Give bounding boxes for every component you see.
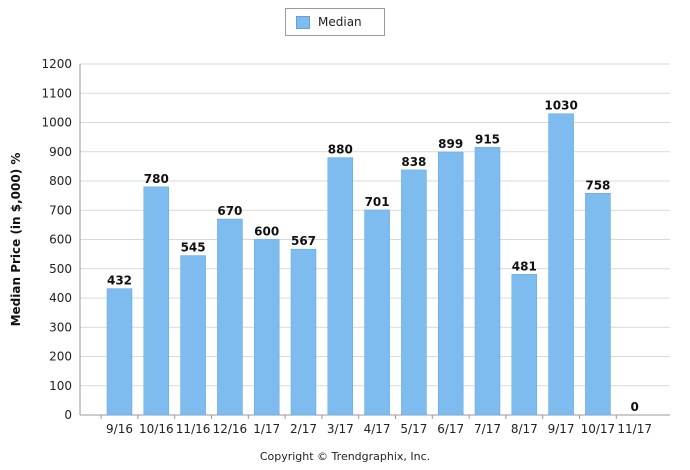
bar-8-17 bbox=[511, 274, 538, 416]
data-label: 701 bbox=[365, 195, 390, 209]
x-tick-label: 5/17 bbox=[400, 422, 427, 436]
y-tick-label: 600 bbox=[49, 233, 72, 247]
data-label: 1030 bbox=[544, 99, 577, 113]
data-label: 567 bbox=[291, 234, 316, 248]
data-label: 780 bbox=[144, 172, 169, 186]
x-tick-label: 9/17 bbox=[548, 422, 575, 436]
legend-swatch-median bbox=[296, 16, 310, 29]
data-label: 838 bbox=[401, 155, 426, 169]
x-tick-label: 9/16 bbox=[106, 422, 133, 436]
x-tick-label: 8/17 bbox=[511, 422, 538, 436]
bar-7-17 bbox=[474, 147, 501, 416]
data-label: 899 bbox=[438, 137, 463, 151]
bar-2-17 bbox=[290, 248, 317, 416]
data-label: 600 bbox=[254, 225, 279, 239]
x-tick-label: 2/17 bbox=[290, 422, 317, 436]
x-tick-label: 7/17 bbox=[474, 422, 501, 436]
y-tick-label: 200 bbox=[49, 350, 72, 364]
bar-4-17 bbox=[364, 209, 390, 416]
bar-11-16 bbox=[180, 255, 206, 416]
data-label: 880 bbox=[328, 143, 353, 157]
bar-3-17 bbox=[327, 157, 354, 416]
y-tick-label: 100 bbox=[49, 379, 72, 393]
bar-9-16 bbox=[106, 288, 133, 416]
bar-10-16 bbox=[143, 186, 170, 416]
x-tick-label: 12/16 bbox=[213, 422, 248, 436]
x-tick-label: 3/17 bbox=[327, 422, 354, 436]
bar-5-17 bbox=[401, 169, 427, 416]
x-tick-label: 4/17 bbox=[364, 422, 391, 436]
y-tick-label: 300 bbox=[49, 320, 72, 334]
data-label: 481 bbox=[512, 259, 537, 273]
x-tick-label: 10/16 bbox=[139, 422, 174, 436]
data-label: 758 bbox=[585, 178, 610, 192]
x-tick-label: 11/17 bbox=[617, 422, 652, 436]
copyright-text: Copyright © Trendgraphix, Inc. bbox=[259, 450, 431, 463]
y-tick-label: 0 bbox=[64, 408, 72, 422]
data-label: 432 bbox=[107, 274, 132, 288]
y-tick-label: 1000 bbox=[41, 116, 72, 130]
x-tick-label: 6/17 bbox=[437, 422, 464, 436]
y-tick-label: 1100 bbox=[41, 86, 72, 100]
data-label: 670 bbox=[217, 204, 242, 218]
y-tick-label: 900 bbox=[49, 145, 72, 159]
y-tick-label: 800 bbox=[49, 174, 72, 188]
y-tick-label: 1200 bbox=[41, 57, 72, 71]
legend-label-median: Median bbox=[318, 15, 362, 29]
y-axis-label: Median Price (in $,000) % bbox=[9, 153, 23, 327]
x-tick-label: 11/16 bbox=[176, 422, 211, 436]
x-tick-label: 1/17 bbox=[253, 422, 280, 436]
bar-10-17 bbox=[585, 193, 611, 416]
x-tick-label: 10/17 bbox=[581, 422, 616, 436]
legend: Median bbox=[285, 8, 385, 36]
y-tick-label: 400 bbox=[49, 291, 72, 305]
bar-6-17 bbox=[437, 151, 464, 416]
data-label: 915 bbox=[475, 132, 500, 146]
data-label: 0 bbox=[631, 400, 639, 414]
bar-12-16 bbox=[217, 218, 243, 416]
y-tick-label: 700 bbox=[49, 203, 72, 217]
y-tick-label: 500 bbox=[49, 262, 72, 276]
bar-1-17 bbox=[253, 239, 280, 416]
bar-9-17 bbox=[548, 113, 574, 416]
data-label: 545 bbox=[181, 241, 206, 255]
